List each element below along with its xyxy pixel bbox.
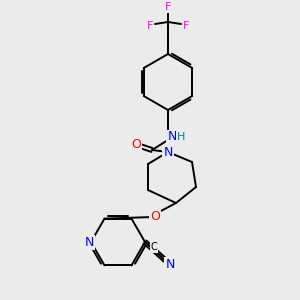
Text: N: N [165,257,175,271]
Text: C: C [151,242,158,252]
Text: F: F [165,2,171,12]
Text: O: O [150,211,160,224]
Text: O: O [131,137,141,151]
Text: N: N [163,146,173,158]
Text: N: N [84,236,94,248]
Text: F: F [183,21,189,31]
Text: N: N [167,130,177,143]
Text: F: F [147,21,153,31]
Text: H: H [177,132,185,142]
